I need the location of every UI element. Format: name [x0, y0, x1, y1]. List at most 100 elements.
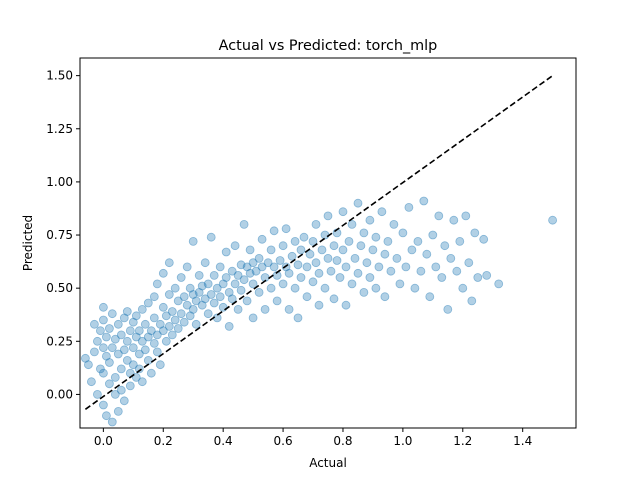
data-point: [131, 332, 141, 342]
data-point: [311, 219, 321, 229]
data-point: [425, 292, 435, 302]
data-point: [149, 338, 159, 348]
data-point: [230, 279, 240, 289]
data-point: [116, 385, 126, 395]
data-point: [152, 279, 162, 289]
data-point: [377, 207, 387, 217]
data-point: [308, 236, 318, 246]
data-point: [266, 283, 276, 293]
x-tick-label: 0.6: [274, 434, 293, 448]
data-point: [347, 219, 357, 229]
data-point: [296, 273, 306, 282]
data-point: [473, 273, 483, 282]
data-point: [137, 377, 147, 387]
data-point: [254, 253, 264, 263]
data-point: [137, 304, 147, 314]
data-point: [290, 236, 300, 246]
data-point: [173, 296, 183, 306]
data-point: [93, 389, 102, 399]
data-point: [105, 379, 114, 389]
data-point: [320, 230, 330, 240]
data-point: [284, 304, 294, 314]
data-point: [245, 268, 255, 278]
data-point: [116, 364, 126, 374]
data-point: [350, 253, 360, 263]
data-point: [167, 330, 177, 340]
data-point: [164, 290, 174, 299]
data-point: [155, 360, 165, 370]
data-point: [179, 317, 189, 327]
data-point: [278, 279, 288, 289]
x-axis-label: Actual: [309, 456, 347, 470]
x-tick-label: 0.2: [154, 434, 173, 448]
data-point: [260, 304, 270, 314]
x-tick-label: 0.8: [333, 434, 352, 448]
data-point: [320, 283, 330, 293]
data-point: [266, 245, 276, 255]
data-point: [311, 258, 321, 268]
data-point: [227, 266, 237, 276]
data-point: [122, 355, 132, 365]
data-point: [323, 211, 333, 221]
data-point: [191, 296, 201, 306]
data-point: [107, 343, 117, 353]
data-point: [302, 262, 312, 272]
data-point: [299, 232, 309, 242]
data-point: [293, 260, 303, 270]
data-point: [84, 360, 93, 370]
data-point: [146, 326, 156, 336]
data-point: [233, 304, 243, 314]
data-point: [353, 268, 363, 278]
data-point: [206, 232, 216, 242]
data-point: [158, 302, 168, 312]
data-point: [410, 283, 420, 293]
data-point: [338, 245, 348, 255]
data-point: [93, 336, 102, 346]
data-point: [419, 196, 429, 206]
data-point: [239, 275, 249, 285]
data-point: [242, 262, 252, 272]
data-point: [128, 317, 138, 327]
data-point: [329, 294, 339, 304]
data-point: [182, 300, 192, 310]
data-point: [170, 315, 180, 325]
data-point: [356, 241, 366, 251]
data-point: [90, 347, 99, 357]
data-point: [149, 292, 159, 302]
data-point: [263, 258, 273, 268]
data-point: [230, 241, 240, 251]
data-point: [314, 300, 324, 310]
data-point: [548, 215, 557, 225]
data-point: [434, 211, 444, 221]
data-point: [215, 262, 225, 272]
data-point: [362, 258, 372, 268]
data-point: [254, 287, 264, 297]
data-point: [134, 349, 144, 359]
data-point: [197, 281, 207, 291]
y-axis-ticks: 0.00 0.25 0.50 0.75 1.00 1.25 1.50: [46, 69, 80, 401]
data-point: [443, 304, 453, 314]
data-point: [407, 245, 417, 255]
data-point: [152, 330, 162, 340]
data-point: [353, 198, 363, 208]
data-point: [110, 334, 120, 344]
data-point: [188, 304, 198, 314]
data-point: [269, 226, 279, 236]
data-point: [185, 311, 195, 321]
data-point: [200, 258, 210, 268]
y-tick-label: 0.25: [46, 334, 73, 348]
data-point: [90, 319, 99, 329]
data-point: [380, 292, 390, 302]
data-point: [344, 236, 354, 246]
data-point: [479, 234, 489, 244]
data-point: [194, 287, 204, 297]
data-point: [242, 296, 252, 306]
data-point: [105, 324, 114, 333]
data-point: [455, 236, 465, 246]
data-point: [215, 292, 225, 302]
data-point: [143, 355, 153, 365]
data-point: [374, 262, 384, 272]
data-point: [494, 279, 504, 289]
data-point: [176, 309, 186, 319]
data-point: [99, 315, 108, 325]
